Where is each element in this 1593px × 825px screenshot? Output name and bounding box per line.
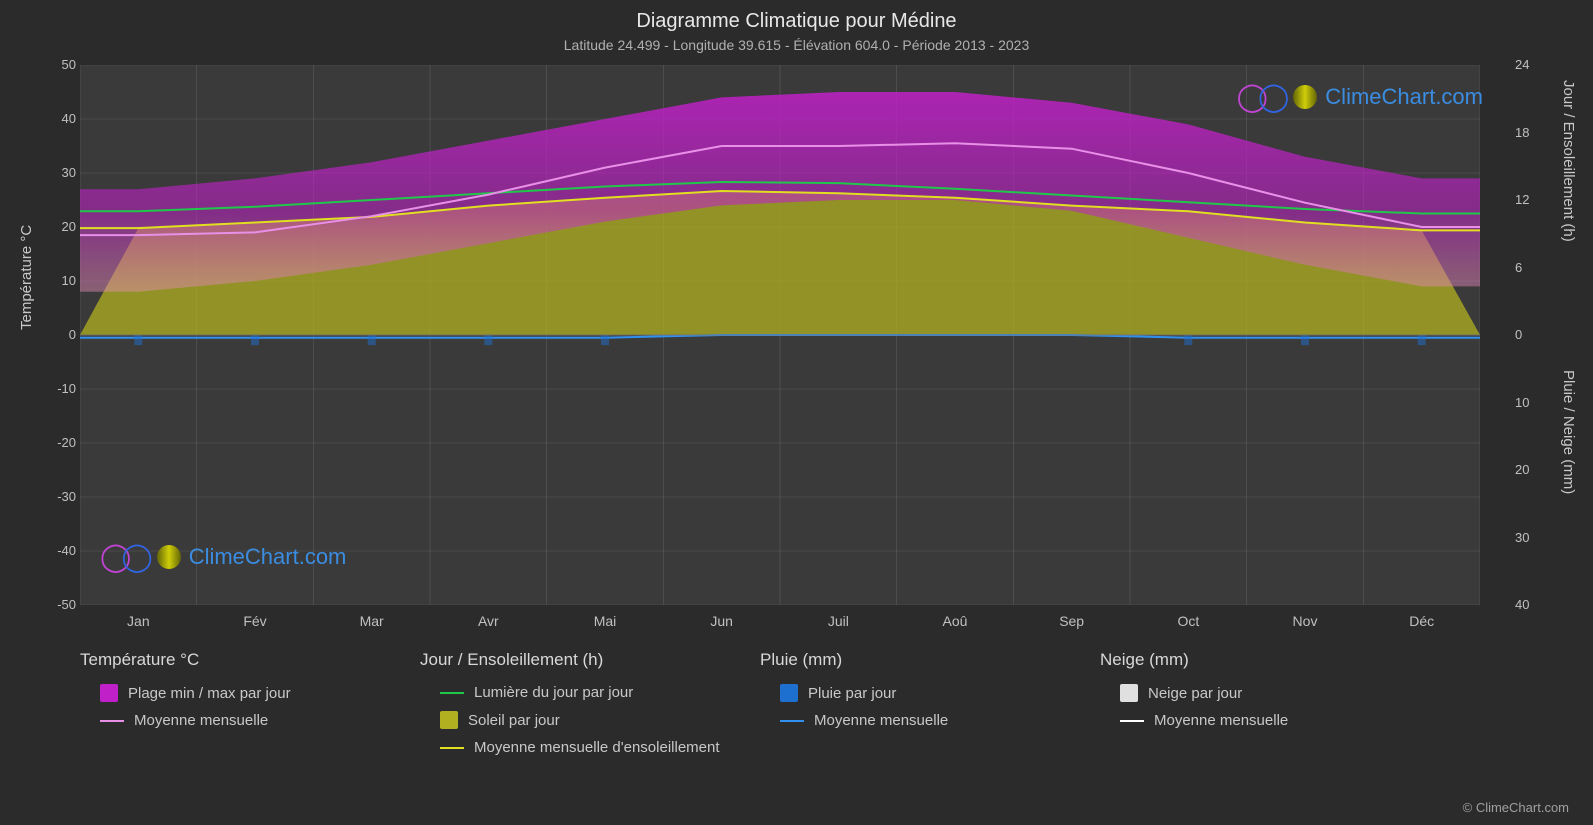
x-tick-month: Nov xyxy=(1275,613,1335,629)
legend-item: Moyenne mensuelle xyxy=(760,712,1060,729)
legend-header: Neige (mm) xyxy=(1100,650,1400,670)
legend-group: Pluie (mm) Pluie par jour Moyenne mensuell… xyxy=(760,650,1060,756)
legend-item: Pluie par jour xyxy=(760,684,1060,702)
y-axis-right-top-label: Jour / Ensoleillement (h) xyxy=(1560,80,1577,242)
x-tick-month: Déc xyxy=(1392,613,1452,629)
y-tick-right-mm: 40 xyxy=(1515,597,1543,612)
watermark-text: ClimeChart.com xyxy=(189,544,347,570)
legend-swatch-icon xyxy=(100,684,118,702)
legend-item: Moyenne mensuelle xyxy=(1100,712,1400,729)
copyright: © ClimeChart.com xyxy=(1463,800,1569,815)
watermark-bottom: ◯ ◯ ClimeChart.com xyxy=(100,540,346,573)
legend: Température °C Plage min / max par jour Mo… xyxy=(80,650,1510,756)
legend-header: Température °C xyxy=(80,650,380,670)
x-tick-month: Mai xyxy=(575,613,635,629)
legend-line-icon xyxy=(440,692,464,694)
legend-line-icon xyxy=(100,720,124,722)
y-tick-left: -40 xyxy=(48,543,76,558)
legend-swatch-icon xyxy=(780,684,798,702)
y-axis-right-bottom-label: Pluie / Neige (mm) xyxy=(1560,370,1577,494)
y-tick-left: -10 xyxy=(48,381,76,396)
legend-label: Moyenne mensuelle xyxy=(1154,712,1288,729)
x-tick-month: Aoû xyxy=(925,613,985,629)
legend-label: Plage min / max par jour xyxy=(128,685,291,702)
legend-label: Pluie par jour xyxy=(808,685,896,702)
legend-line-icon xyxy=(440,747,464,749)
plot-area xyxy=(80,65,1480,605)
y-tick-right-hours: 6 xyxy=(1515,260,1543,275)
legend-line-icon xyxy=(1120,720,1144,722)
legend-group: Jour / Ensoleillement (h) Lumière du jour… xyxy=(420,650,720,756)
legend-label: Moyenne mensuelle xyxy=(814,712,948,729)
watermark-text: ClimeChart.com xyxy=(1325,84,1483,110)
y-tick-left: 30 xyxy=(48,165,76,180)
y-tick-right-hours: 0 xyxy=(1515,327,1543,342)
x-tick-month: Jan xyxy=(108,613,168,629)
chart-subtitle: Latitude 24.499 - Longitude 39.615 - Élé… xyxy=(0,33,1593,53)
y-tick-left: -30 xyxy=(48,489,76,504)
legend-item: Neige par jour xyxy=(1100,684,1400,702)
y-tick-left: 0 xyxy=(48,327,76,342)
y-tick-left: 40 xyxy=(48,111,76,126)
wm-sun-icon xyxy=(157,545,181,569)
chart-title: Diagramme Climatique pour Médine xyxy=(0,0,1593,33)
legend-header: Jour / Ensoleillement (h) xyxy=(420,650,720,670)
y-tick-right-hours: 24 xyxy=(1515,57,1543,72)
legend-label: Moyenne mensuelle xyxy=(134,712,268,729)
y-tick-left: 20 xyxy=(48,219,76,234)
legend-item: Plage min / max par jour xyxy=(80,684,380,702)
y-tick-right-mm: 30 xyxy=(1515,530,1543,545)
x-tick-month: Mar xyxy=(342,613,402,629)
legend-label: Lumière du jour par jour xyxy=(474,684,633,701)
x-tick-month: Avr xyxy=(458,613,518,629)
x-tick-month: Sep xyxy=(1042,613,1102,629)
y-tick-left: 50 xyxy=(48,57,76,72)
y-axis-left-label: Température °C xyxy=(18,225,35,330)
chart-container: Diagramme Climatique pour Médine Latitud… xyxy=(0,0,1593,825)
x-tick-month: Jun xyxy=(692,613,752,629)
legend-header: Pluie (mm) xyxy=(760,650,1060,670)
legend-group: Neige (mm) Neige par jour Moyenne mensuell… xyxy=(1100,650,1400,756)
x-tick-month: Oct xyxy=(1158,613,1218,629)
legend-item: Moyenne mensuelle d'ensoleillement xyxy=(420,739,720,756)
legend-label: Soleil par jour xyxy=(468,712,560,729)
y-tick-left: 10 xyxy=(48,273,76,288)
legend-label: Neige par jour xyxy=(1148,685,1242,702)
y-tick-left: -20 xyxy=(48,435,76,450)
legend-group: Température °C Plage min / max par jour Mo… xyxy=(80,650,380,756)
wm-ring-icon: ◯ xyxy=(121,540,152,573)
x-tick-month: Fév xyxy=(225,613,285,629)
legend-line-icon xyxy=(780,720,804,722)
x-tick-month: Juil xyxy=(808,613,868,629)
legend-item: Moyenne mensuelle xyxy=(80,712,380,729)
legend-item: Soleil par jour xyxy=(420,711,720,729)
y-tick-right-hours: 12 xyxy=(1515,192,1543,207)
watermark-top: ◯ ◯ ClimeChart.com xyxy=(1237,80,1483,113)
legend-item: Lumière du jour par jour xyxy=(420,684,720,701)
plot-svg xyxy=(80,65,1480,605)
legend-label: Moyenne mensuelle d'ensoleillement xyxy=(474,739,720,756)
legend-swatch-icon xyxy=(440,711,458,729)
y-tick-right-mm: 20 xyxy=(1515,462,1543,477)
y-tick-left: -50 xyxy=(48,597,76,612)
wm-sun-icon xyxy=(1293,85,1317,109)
legend-swatch-icon xyxy=(1120,684,1138,702)
y-tick-right-mm: 10 xyxy=(1515,395,1543,410)
wm-ring-icon: ◯ xyxy=(1258,80,1289,113)
y-tick-right-hours: 18 xyxy=(1515,125,1543,140)
